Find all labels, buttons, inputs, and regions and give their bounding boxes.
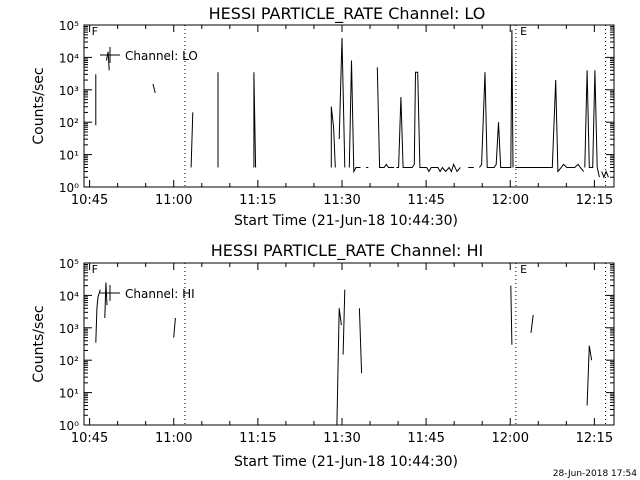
data-series-line <box>330 106 336 168</box>
x-axis-label: Start Time (21-Jun-18 10:44:30) <box>234 213 458 229</box>
chart-title: HESSI PARTICLE_RATE Channel: LO <box>209 4 486 24</box>
flag-marker: F <box>92 25 98 38</box>
x-tick-label: 11:45 <box>407 193 444 208</box>
data-series-line <box>253 72 257 168</box>
x-tick-label: 11:00 <box>155 431 192 446</box>
y-tick-label: 10⁴ <box>59 51 79 65</box>
x-tick-label: 12:15 <box>576 193 613 208</box>
data-series-line <box>584 70 600 178</box>
x-tick-label: 11:15 <box>239 431 276 446</box>
chart-title: HESSI PARTICLE_RATE Channel: HI <box>211 241 484 261</box>
flag-marker: F <box>92 263 98 276</box>
x-tick-label: 10:45 <box>71 193 108 208</box>
y-axis-label: Counts/sec <box>31 67 47 144</box>
x-tick-label: 10:45 <box>71 431 108 446</box>
x-tick-label: 12:00 <box>492 431 529 446</box>
y-tick-label: 10⁵ <box>59 19 79 33</box>
data-series-line <box>396 71 461 173</box>
y-tick-label: 10⁵ <box>59 257 79 271</box>
data-series-line <box>586 345 593 406</box>
x-tick-label: 11:45 <box>407 431 444 446</box>
x-tick-label: 12:15 <box>576 431 613 446</box>
data-series-line <box>105 51 110 71</box>
data-series-line <box>338 37 346 168</box>
y-tick-label: 10⁴ <box>59 289 79 303</box>
data-series-line <box>152 83 156 94</box>
y-tick-label: 10² <box>59 354 79 368</box>
data-series-line <box>530 314 534 333</box>
data-series-line <box>376 67 395 168</box>
data-series-line <box>510 285 513 345</box>
data-series-line <box>342 289 346 355</box>
data-series-line <box>190 112 194 168</box>
data-series-line <box>95 289 101 343</box>
y-tick-label: 10⁰ <box>59 419 79 433</box>
y-axis-label: Counts/sec <box>31 305 47 382</box>
chart-panel-lo: HESSI PARTICLE_RATE Channel: LO Counts/s… <box>31 4 615 229</box>
data-series-line <box>336 308 342 426</box>
plot-frame <box>83 262 615 426</box>
y-tick-label: 10³ <box>59 322 79 336</box>
legend-label: Channel: HI <box>125 287 195 301</box>
data-series-line <box>478 29 514 168</box>
data-series-line <box>515 79 585 173</box>
y-tick-label: 10¹ <box>59 149 79 163</box>
x-tick-label: 11:30 <box>323 193 360 208</box>
x-axis-label: Start Time (21-Jun-18 10:44:30) <box>234 454 458 470</box>
y-tick-label: 10¹ <box>59 387 79 401</box>
legend-label: Channel: LO <box>125 49 198 63</box>
footer-timestamp: 28-Jun-2018 17:54 <box>553 469 637 479</box>
flag-marker: E <box>520 25 527 38</box>
y-tick-label: 10⁰ <box>59 181 79 195</box>
x-tick-label: 12:00 <box>492 193 529 208</box>
data-series-line <box>104 282 108 319</box>
flag-marker: E <box>520 263 527 276</box>
plot-frame <box>83 24 615 188</box>
y-tick-label: 10² <box>59 116 79 130</box>
data-series-line <box>348 60 361 174</box>
data-series-line <box>601 170 609 179</box>
data-series-line <box>358 308 363 374</box>
x-tick-label: 11:30 <box>323 431 360 446</box>
x-tick-label: 11:15 <box>239 193 276 208</box>
x-tick-label: 11:00 <box>155 193 192 208</box>
data-series-line <box>173 317 176 338</box>
chart-panel-hi: HESSI PARTICLE_RATE Channel: HI Counts/s… <box>31 241 615 470</box>
y-tick-label: 10³ <box>59 84 79 98</box>
